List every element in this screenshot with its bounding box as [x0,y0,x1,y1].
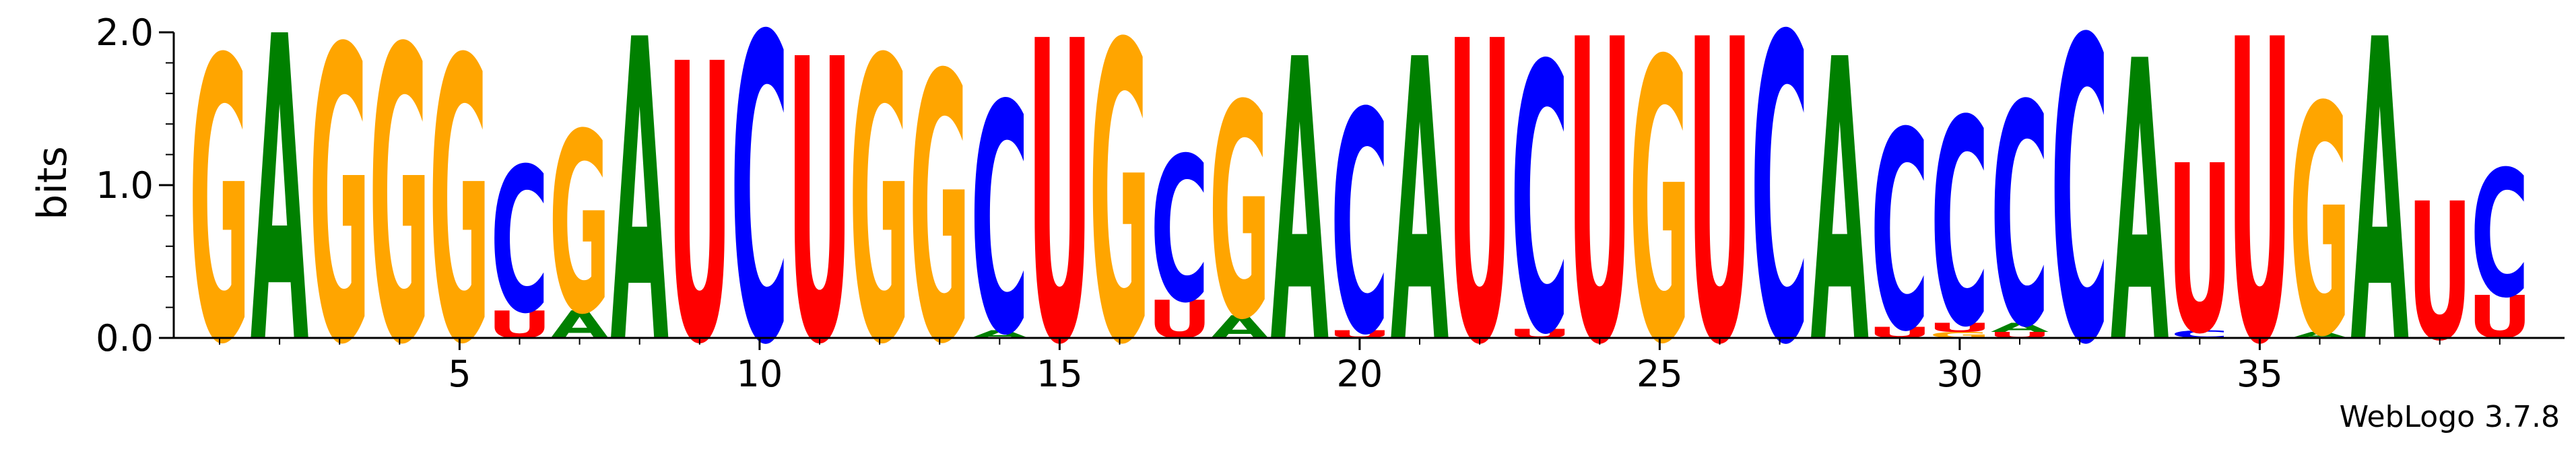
logo-column: A [1271,0,1329,429]
logo-letter-u: U [787,0,852,430]
logo-column: AG [2289,41,2350,407]
logo-column: G [1089,0,1150,434]
logo-column: UC [488,127,552,358]
x-tick-label: 35 [2237,353,2283,395]
logo-column: U [2228,0,2292,436]
x-tick-label: 10 [737,353,783,395]
logo-letter-g: G [1209,42,1269,384]
logo-letter-g: G [309,0,370,434]
logo-column: G [1629,0,1690,429]
logo-letter-g: G [429,0,490,429]
logo-letter-u: U [2167,117,2232,386]
logo-column: G [309,0,370,434]
weblogo-version-label: WebLogo 3.7.8 [2339,400,2560,434]
logo-column: U [1688,0,1752,436]
logo-letter-g: G [909,0,970,425]
logo-letter-u: U [1927,320,1992,335]
logo-letter-c: C [490,127,548,358]
x-tick-label: 25 [1637,353,1683,395]
logo-letter-a: A [1391,0,1449,429]
logo-letter-u: U [2408,162,2472,382]
logo-column: UC [1507,0,1572,415]
logo-letter-a: A [1271,0,1329,429]
x-tick-label: 15 [1036,353,1083,395]
logo-column: AG [549,81,610,369]
logo-column: UC [2468,135,2532,352]
logo-letter-g: G [189,0,251,429]
logo-letter-c: C [2471,135,2529,337]
x-tick-label: 30 [1937,353,1983,395]
logo-column: U [667,0,732,428]
logo-letter-u: U [1688,0,1752,436]
logo-column: U [1567,0,1632,436]
logo-column: U [787,0,852,430]
y-axis-label: bits [29,146,76,220]
logo-column: A [1810,0,1869,429]
logo-column: U [1028,0,1092,436]
y-tick-label: 2.0 [96,11,154,54]
x-tick-label: 20 [1337,353,1383,395]
logo-letter-a: A [251,0,309,438]
logo-letter-c: C [1991,41,2049,394]
logo-column: UAC [1987,41,2052,394]
logo-column: UC [1148,116,1212,351]
logo-column: A [2111,0,2169,429]
logo-column: GUC [1927,59,1992,389]
logo-letter-c: C [1511,0,1568,415]
logo-letter-g: G [369,0,430,434]
logo-column: G [909,0,970,425]
logo-column: U [2408,162,2472,382]
logo-column: A [2350,0,2409,436]
logo-column: A [610,0,669,436]
logo-column: C [731,0,789,437]
logo-column: G [849,0,911,429]
axes: 0.0 1.0 2.0 5 10 15 20 25 30 35 [96,11,2565,395]
logo-column: C [1750,0,1808,437]
logo-letter-c: C [1931,59,1989,389]
logo-letter-u: U [1447,0,1512,436]
logo-column: A [251,0,309,438]
logo-column: A [1391,0,1449,429]
logo-column: CU [2167,117,2232,386]
logo-letter-u: U [1567,0,1632,436]
logo-letter-c: C [2051,0,2109,436]
logo-column: G [189,0,251,429]
logo-letter-a: A [1810,0,1869,429]
logo-letter-a: A [2111,0,2169,429]
logo-letter-a: A [1991,320,2049,335]
logo-letter-c: C [970,40,1028,405]
logo-letter-g: G [1089,0,1150,434]
logo-letter-c: C [1150,116,1208,347]
logo-letter-g: G [849,0,911,429]
logo-letter-g: G [2289,41,2350,407]
logo-letter-a: A [2350,0,2409,436]
logo-column: G [429,0,490,429]
y-tick-label: 1.0 [96,164,154,207]
logo-letter-a: A [610,0,669,436]
x-tick-label: 5 [448,353,471,395]
logo-letter-c: C [731,0,789,437]
logo-letter-g: G [1629,0,1690,429]
logo-letter-u: U [667,0,732,428]
logo-column: G [369,0,430,434]
logo-letter-u: U [2228,0,2292,436]
logo-column: AC [970,40,1029,405]
logo-column: AG [1209,42,1269,384]
logo-letter-g: G [549,81,610,369]
logo-letter-c: C [1750,0,1808,437]
logo-column: C [2051,0,2109,436]
logo-letter-u: U [1028,0,1092,436]
logo-column: U [1447,0,1512,436]
y-tick-label: 0.0 [96,317,154,359]
